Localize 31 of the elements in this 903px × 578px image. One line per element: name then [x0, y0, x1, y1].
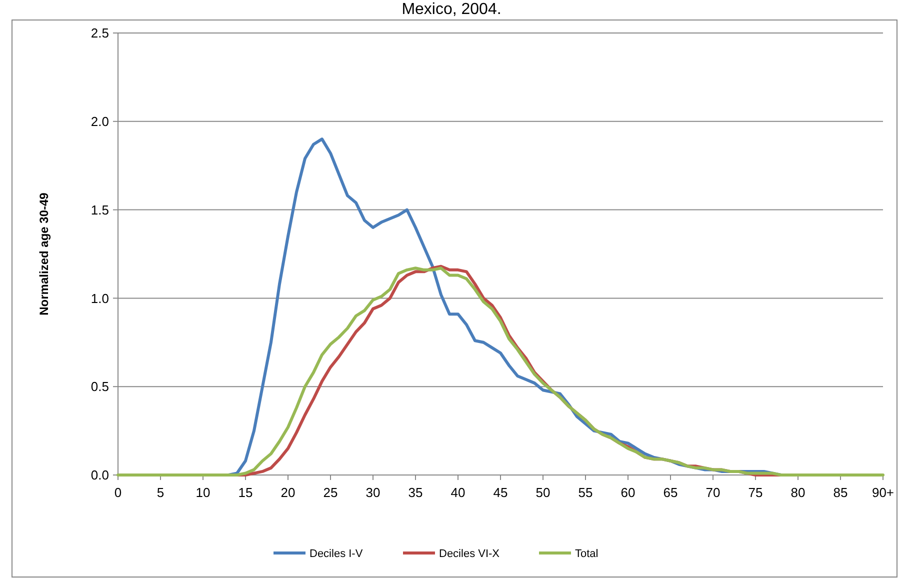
x-tick-label: 85 — [833, 485, 848, 500]
x-tick-label: 40 — [450, 485, 466, 500]
y-tick-label: 1.5 — [90, 202, 109, 218]
y-tick-label: 0.5 — [90, 379, 109, 394]
y-tick-label: 0.0 — [90, 468, 109, 483]
x-tick-label: 10 — [196, 485, 210, 500]
x-tick-label: 65 — [663, 485, 678, 500]
x-tick-label: 60 — [620, 485, 636, 500]
x-tick-label: 75 — [748, 485, 763, 500]
x-tick-label: 5 — [156, 485, 164, 500]
x-tick-label: 45 — [493, 485, 508, 500]
legend-label: Total — [575, 548, 598, 560]
x-tick-label: 0 — [114, 485, 122, 500]
x-tick-label: 30 — [366, 485, 380, 500]
y-tick-label: 2.0 — [90, 114, 109, 129]
x-tick-label: 80 — [790, 485, 806, 500]
x-tick-label: 50 — [536, 485, 550, 500]
legend-label: Deciles I-V — [310, 548, 364, 560]
x-tick-label: 15 — [238, 485, 253, 500]
y-tick-label: 2.5 — [90, 26, 109, 41]
x-tick-label: 25 — [323, 485, 338, 500]
y-axis-title: Normalized age 30-49 — [37, 192, 51, 316]
x-tick-label: 35 — [408, 485, 423, 500]
y-tick-label: 1.0 — [90, 290, 109, 306]
x-tick-label: 20 — [280, 485, 296, 500]
x-tick-label: 70 — [706, 485, 720, 500]
x-tick-label: 55 — [578, 485, 593, 500]
legend-label: Deciles VI-X — [439, 548, 500, 560]
x-tick-label: 90+ — [872, 485, 894, 500]
chart-title: Mexico, 2004. — [402, 1, 502, 18]
line-series — [116, 266, 884, 476]
